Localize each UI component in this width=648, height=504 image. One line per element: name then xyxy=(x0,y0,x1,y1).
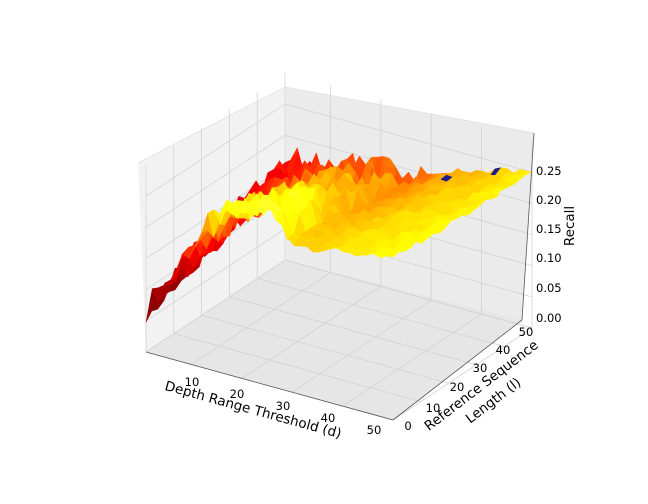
grid-line xyxy=(145,259,286,353)
grid-line xyxy=(284,259,533,329)
y-tick-labels: 0 10 20 30 40 50 xyxy=(404,325,533,433)
y-tick-label: 30 xyxy=(473,361,488,375)
x-tick-label: 30 xyxy=(276,399,291,413)
grid-line xyxy=(257,278,505,347)
grid-line xyxy=(145,134,286,228)
axis-lines xyxy=(145,132,535,421)
grid-line xyxy=(173,333,421,402)
recall-surface xyxy=(145,147,533,323)
y-axis-line xyxy=(392,319,523,421)
z-tick-label: 0.20 xyxy=(536,193,562,207)
surface-patch xyxy=(386,252,399,258)
z-tick-label: 0.05 xyxy=(536,281,562,295)
x-tick-label: 10 xyxy=(185,375,200,389)
grid-line xyxy=(284,103,533,173)
z-tick-label: 0.00 xyxy=(536,311,562,325)
grid-line xyxy=(145,103,286,197)
grid-line xyxy=(392,327,533,421)
grid-line xyxy=(191,272,331,365)
grid-line xyxy=(241,286,381,379)
grid-line xyxy=(342,313,482,407)
z-tick-labels: 0.00 0.05 0.10 0.15 0.20 0.25 xyxy=(536,164,562,325)
y-tick-label: 40 xyxy=(496,343,511,357)
z-tick-label: 0.10 xyxy=(536,251,562,265)
y-tick-label: 10 xyxy=(426,401,441,415)
grid-line xyxy=(229,296,477,366)
grid-lines xyxy=(145,73,533,421)
z-axis-label: Recall xyxy=(562,206,578,246)
y-tick-label: 0 xyxy=(404,419,411,433)
z-tick-label: 0.25 xyxy=(536,164,562,178)
x-tick-label: 50 xyxy=(367,423,382,437)
x-tick-labels: 10 20 30 40 50 xyxy=(185,375,382,437)
z-axis-line xyxy=(521,132,535,321)
x-axis-line xyxy=(145,351,394,421)
grid-line xyxy=(145,228,286,322)
grid-line xyxy=(291,299,432,393)
y-tick-label: 50 xyxy=(519,325,534,339)
x-tick-label: 40 xyxy=(321,411,336,425)
y-tick-label: 20 xyxy=(450,380,465,394)
z-tick-label: 0.15 xyxy=(536,222,562,236)
x-tick-label: 20 xyxy=(230,387,245,401)
grid-line xyxy=(201,314,449,384)
